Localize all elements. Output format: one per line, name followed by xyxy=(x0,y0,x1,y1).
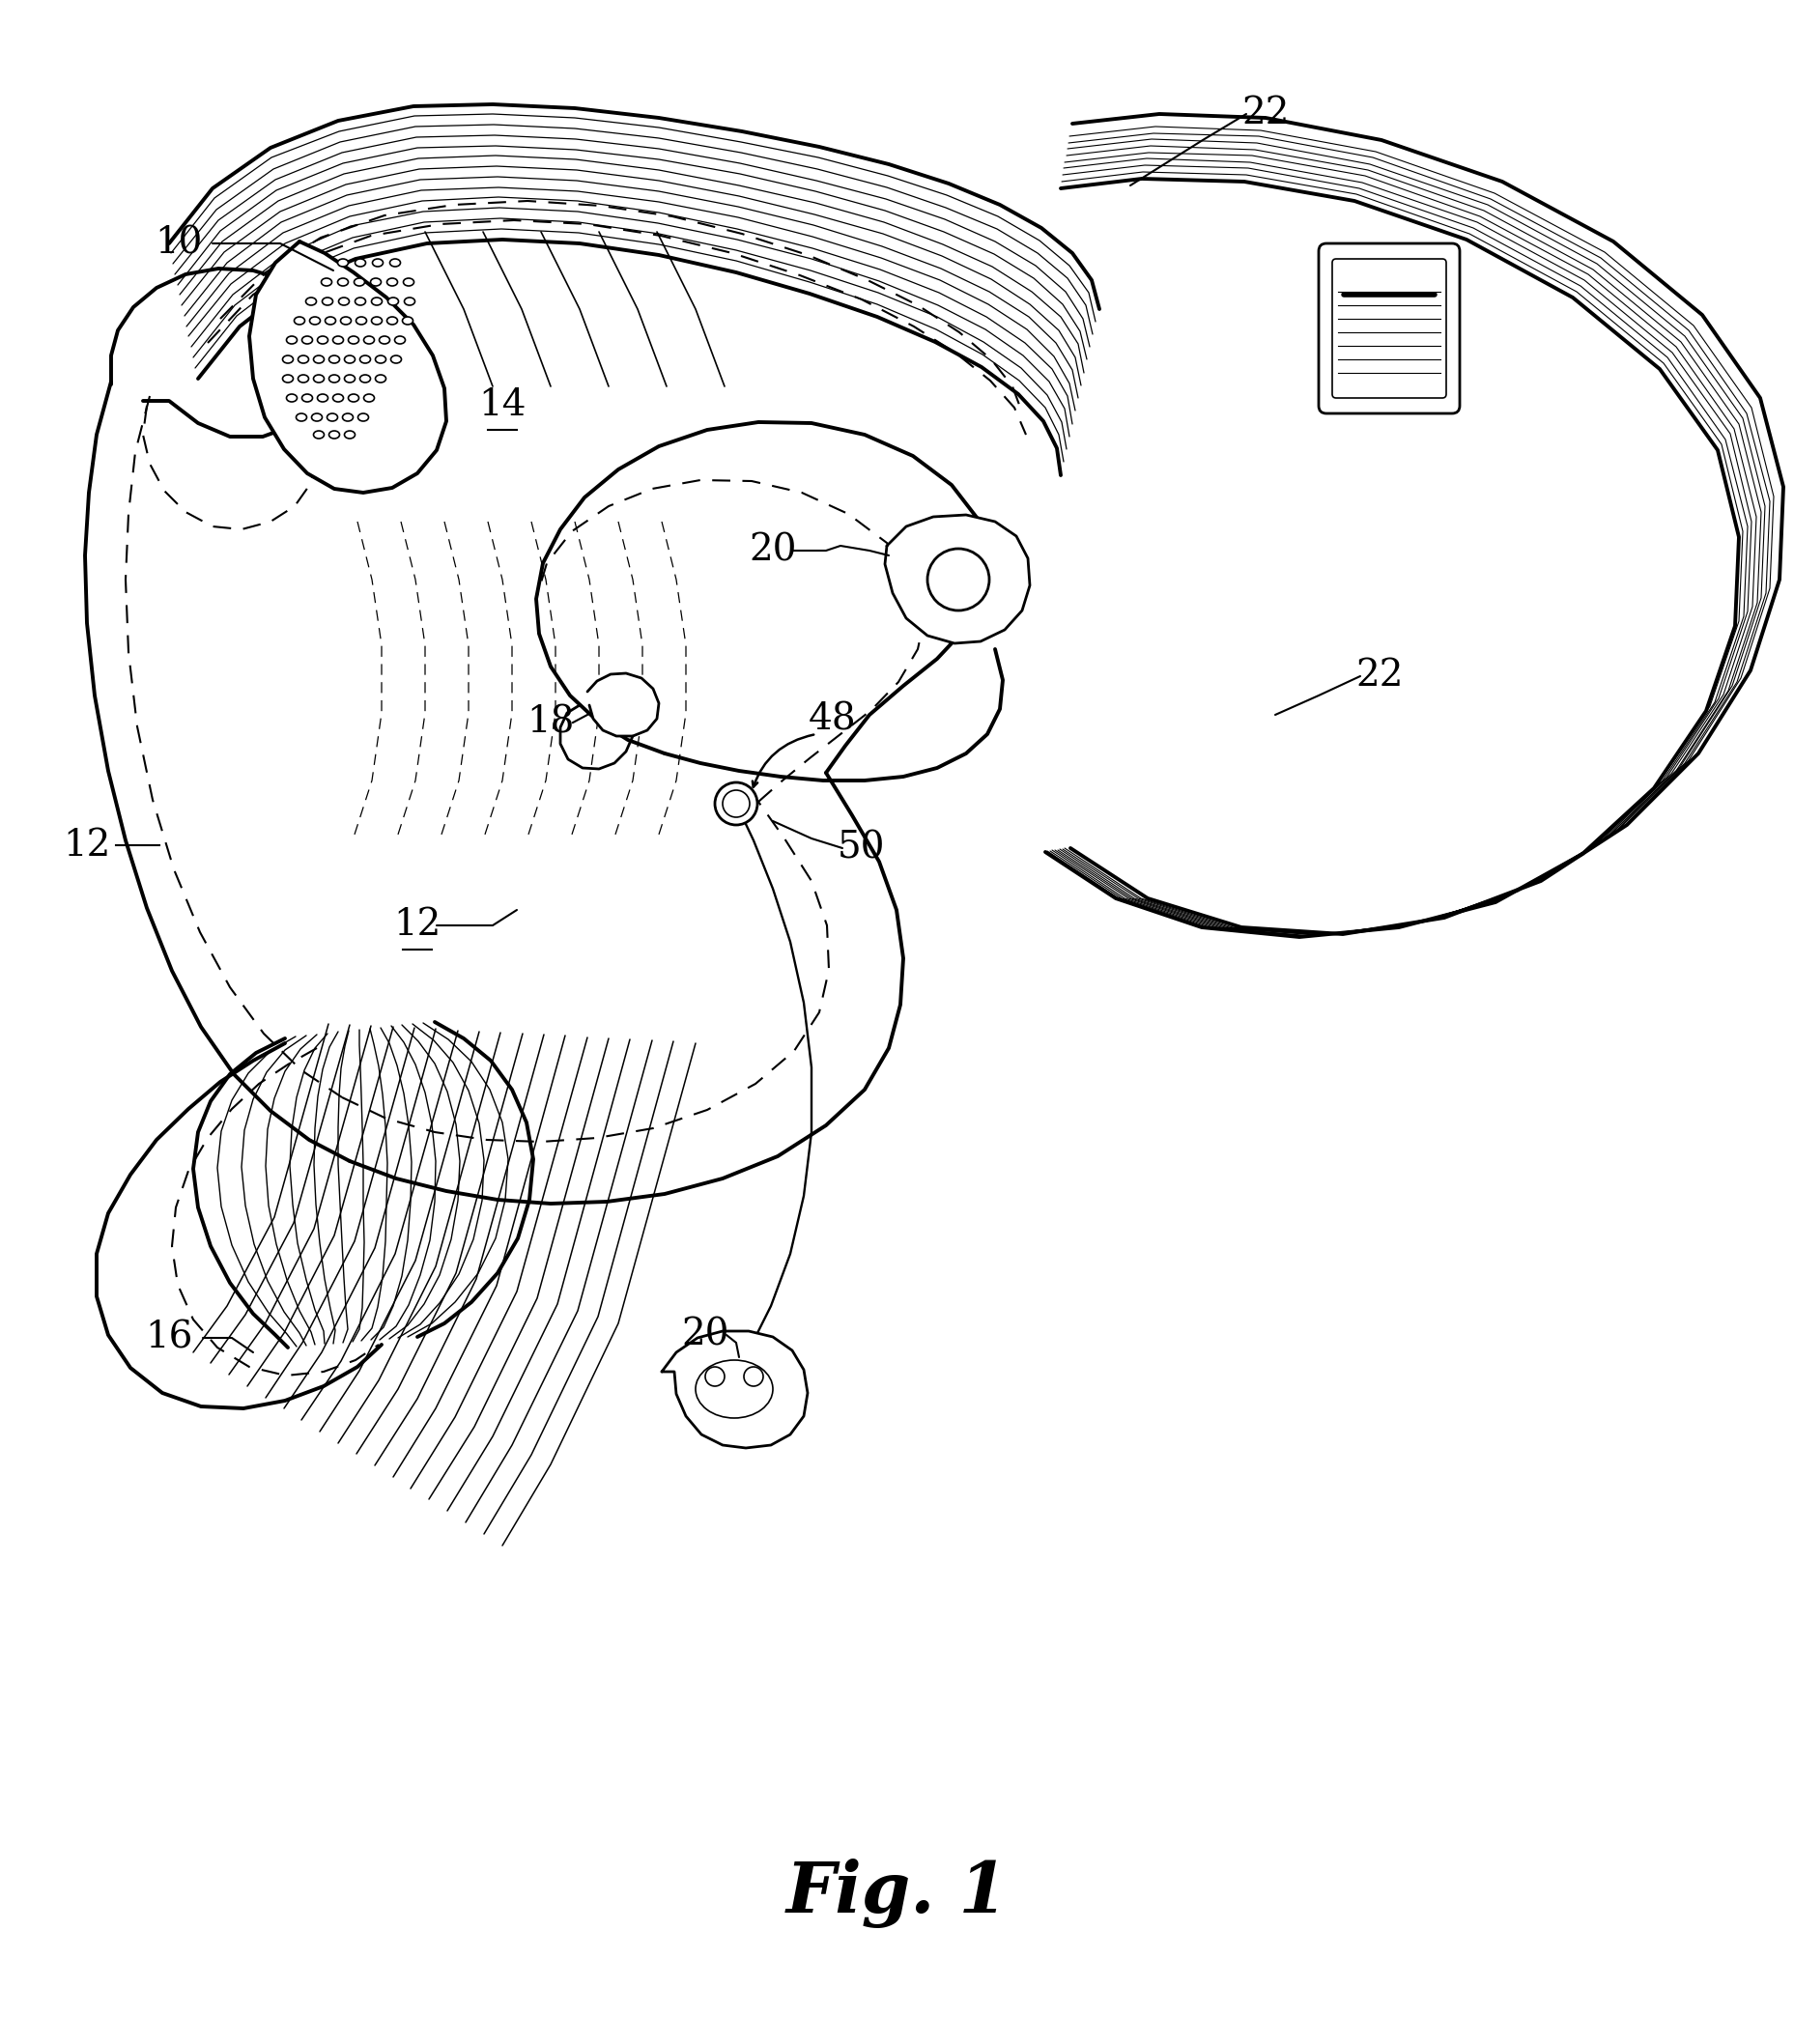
Ellipse shape xyxy=(287,335,298,343)
Ellipse shape xyxy=(389,260,400,266)
Text: 18: 18 xyxy=(526,705,574,740)
Text: 20: 20 xyxy=(748,533,797,568)
Ellipse shape xyxy=(355,260,366,266)
Text: 48: 48 xyxy=(809,701,856,738)
Ellipse shape xyxy=(371,317,382,325)
Text: 20: 20 xyxy=(682,1316,728,1353)
Ellipse shape xyxy=(364,335,375,343)
Circle shape xyxy=(714,783,757,826)
Ellipse shape xyxy=(355,298,366,305)
Ellipse shape xyxy=(332,335,343,343)
Ellipse shape xyxy=(348,335,359,343)
Ellipse shape xyxy=(696,1359,773,1419)
Circle shape xyxy=(927,548,988,611)
Ellipse shape xyxy=(359,356,370,364)
Ellipse shape xyxy=(294,317,305,325)
Ellipse shape xyxy=(282,374,292,382)
Ellipse shape xyxy=(359,374,370,382)
Ellipse shape xyxy=(344,374,355,382)
Ellipse shape xyxy=(309,317,319,325)
Ellipse shape xyxy=(388,278,396,286)
Text: 50: 50 xyxy=(838,830,884,867)
Text: 16: 16 xyxy=(145,1320,192,1355)
Ellipse shape xyxy=(328,431,339,439)
FancyBboxPatch shape xyxy=(1331,260,1446,399)
Ellipse shape xyxy=(282,356,292,364)
Text: 14: 14 xyxy=(479,388,526,423)
Ellipse shape xyxy=(298,374,309,382)
Ellipse shape xyxy=(301,394,312,403)
Ellipse shape xyxy=(318,394,328,403)
Text: 22: 22 xyxy=(1354,658,1403,695)
Ellipse shape xyxy=(321,298,332,305)
Ellipse shape xyxy=(305,298,316,305)
Ellipse shape xyxy=(355,317,366,325)
Text: 12: 12 xyxy=(393,908,441,942)
FancyBboxPatch shape xyxy=(1319,243,1459,413)
Text: 22: 22 xyxy=(1241,96,1288,133)
Polygon shape xyxy=(249,241,447,493)
Ellipse shape xyxy=(404,298,414,305)
Ellipse shape xyxy=(328,374,339,382)
Ellipse shape xyxy=(344,356,355,364)
Ellipse shape xyxy=(337,278,348,286)
Ellipse shape xyxy=(371,298,382,305)
Ellipse shape xyxy=(375,356,386,364)
Ellipse shape xyxy=(327,413,337,421)
Ellipse shape xyxy=(314,374,325,382)
Ellipse shape xyxy=(388,317,396,325)
Polygon shape xyxy=(1326,251,1451,405)
Polygon shape xyxy=(884,515,1030,644)
Ellipse shape xyxy=(370,278,380,286)
Polygon shape xyxy=(662,1331,807,1447)
Ellipse shape xyxy=(314,431,325,439)
Ellipse shape xyxy=(348,394,359,403)
Ellipse shape xyxy=(339,298,350,305)
Circle shape xyxy=(705,1367,725,1386)
Ellipse shape xyxy=(301,335,312,343)
Polygon shape xyxy=(1044,114,1783,936)
Polygon shape xyxy=(111,202,935,1118)
Ellipse shape xyxy=(325,317,335,325)
Ellipse shape xyxy=(402,317,413,325)
Ellipse shape xyxy=(287,394,298,403)
Ellipse shape xyxy=(341,317,352,325)
Circle shape xyxy=(723,791,750,818)
Ellipse shape xyxy=(404,278,414,286)
Ellipse shape xyxy=(312,413,321,421)
Ellipse shape xyxy=(328,356,339,364)
Ellipse shape xyxy=(321,278,332,286)
Ellipse shape xyxy=(371,260,382,266)
Ellipse shape xyxy=(332,394,343,403)
Ellipse shape xyxy=(375,374,386,382)
Ellipse shape xyxy=(314,356,325,364)
Ellipse shape xyxy=(318,335,328,343)
Ellipse shape xyxy=(343,413,353,421)
Text: 10: 10 xyxy=(154,225,203,262)
Polygon shape xyxy=(587,672,658,736)
Ellipse shape xyxy=(353,278,364,286)
Text: 12: 12 xyxy=(63,828,111,863)
Ellipse shape xyxy=(344,431,355,439)
Ellipse shape xyxy=(395,335,405,343)
Ellipse shape xyxy=(296,413,307,421)
Polygon shape xyxy=(169,104,1098,476)
Ellipse shape xyxy=(388,298,398,305)
Ellipse shape xyxy=(391,356,402,364)
Ellipse shape xyxy=(337,260,348,266)
Ellipse shape xyxy=(357,413,368,421)
Ellipse shape xyxy=(364,394,375,403)
Circle shape xyxy=(743,1367,762,1386)
Text: Fig. 1: Fig. 1 xyxy=(786,1858,1008,1927)
Ellipse shape xyxy=(298,356,309,364)
Ellipse shape xyxy=(379,335,389,343)
